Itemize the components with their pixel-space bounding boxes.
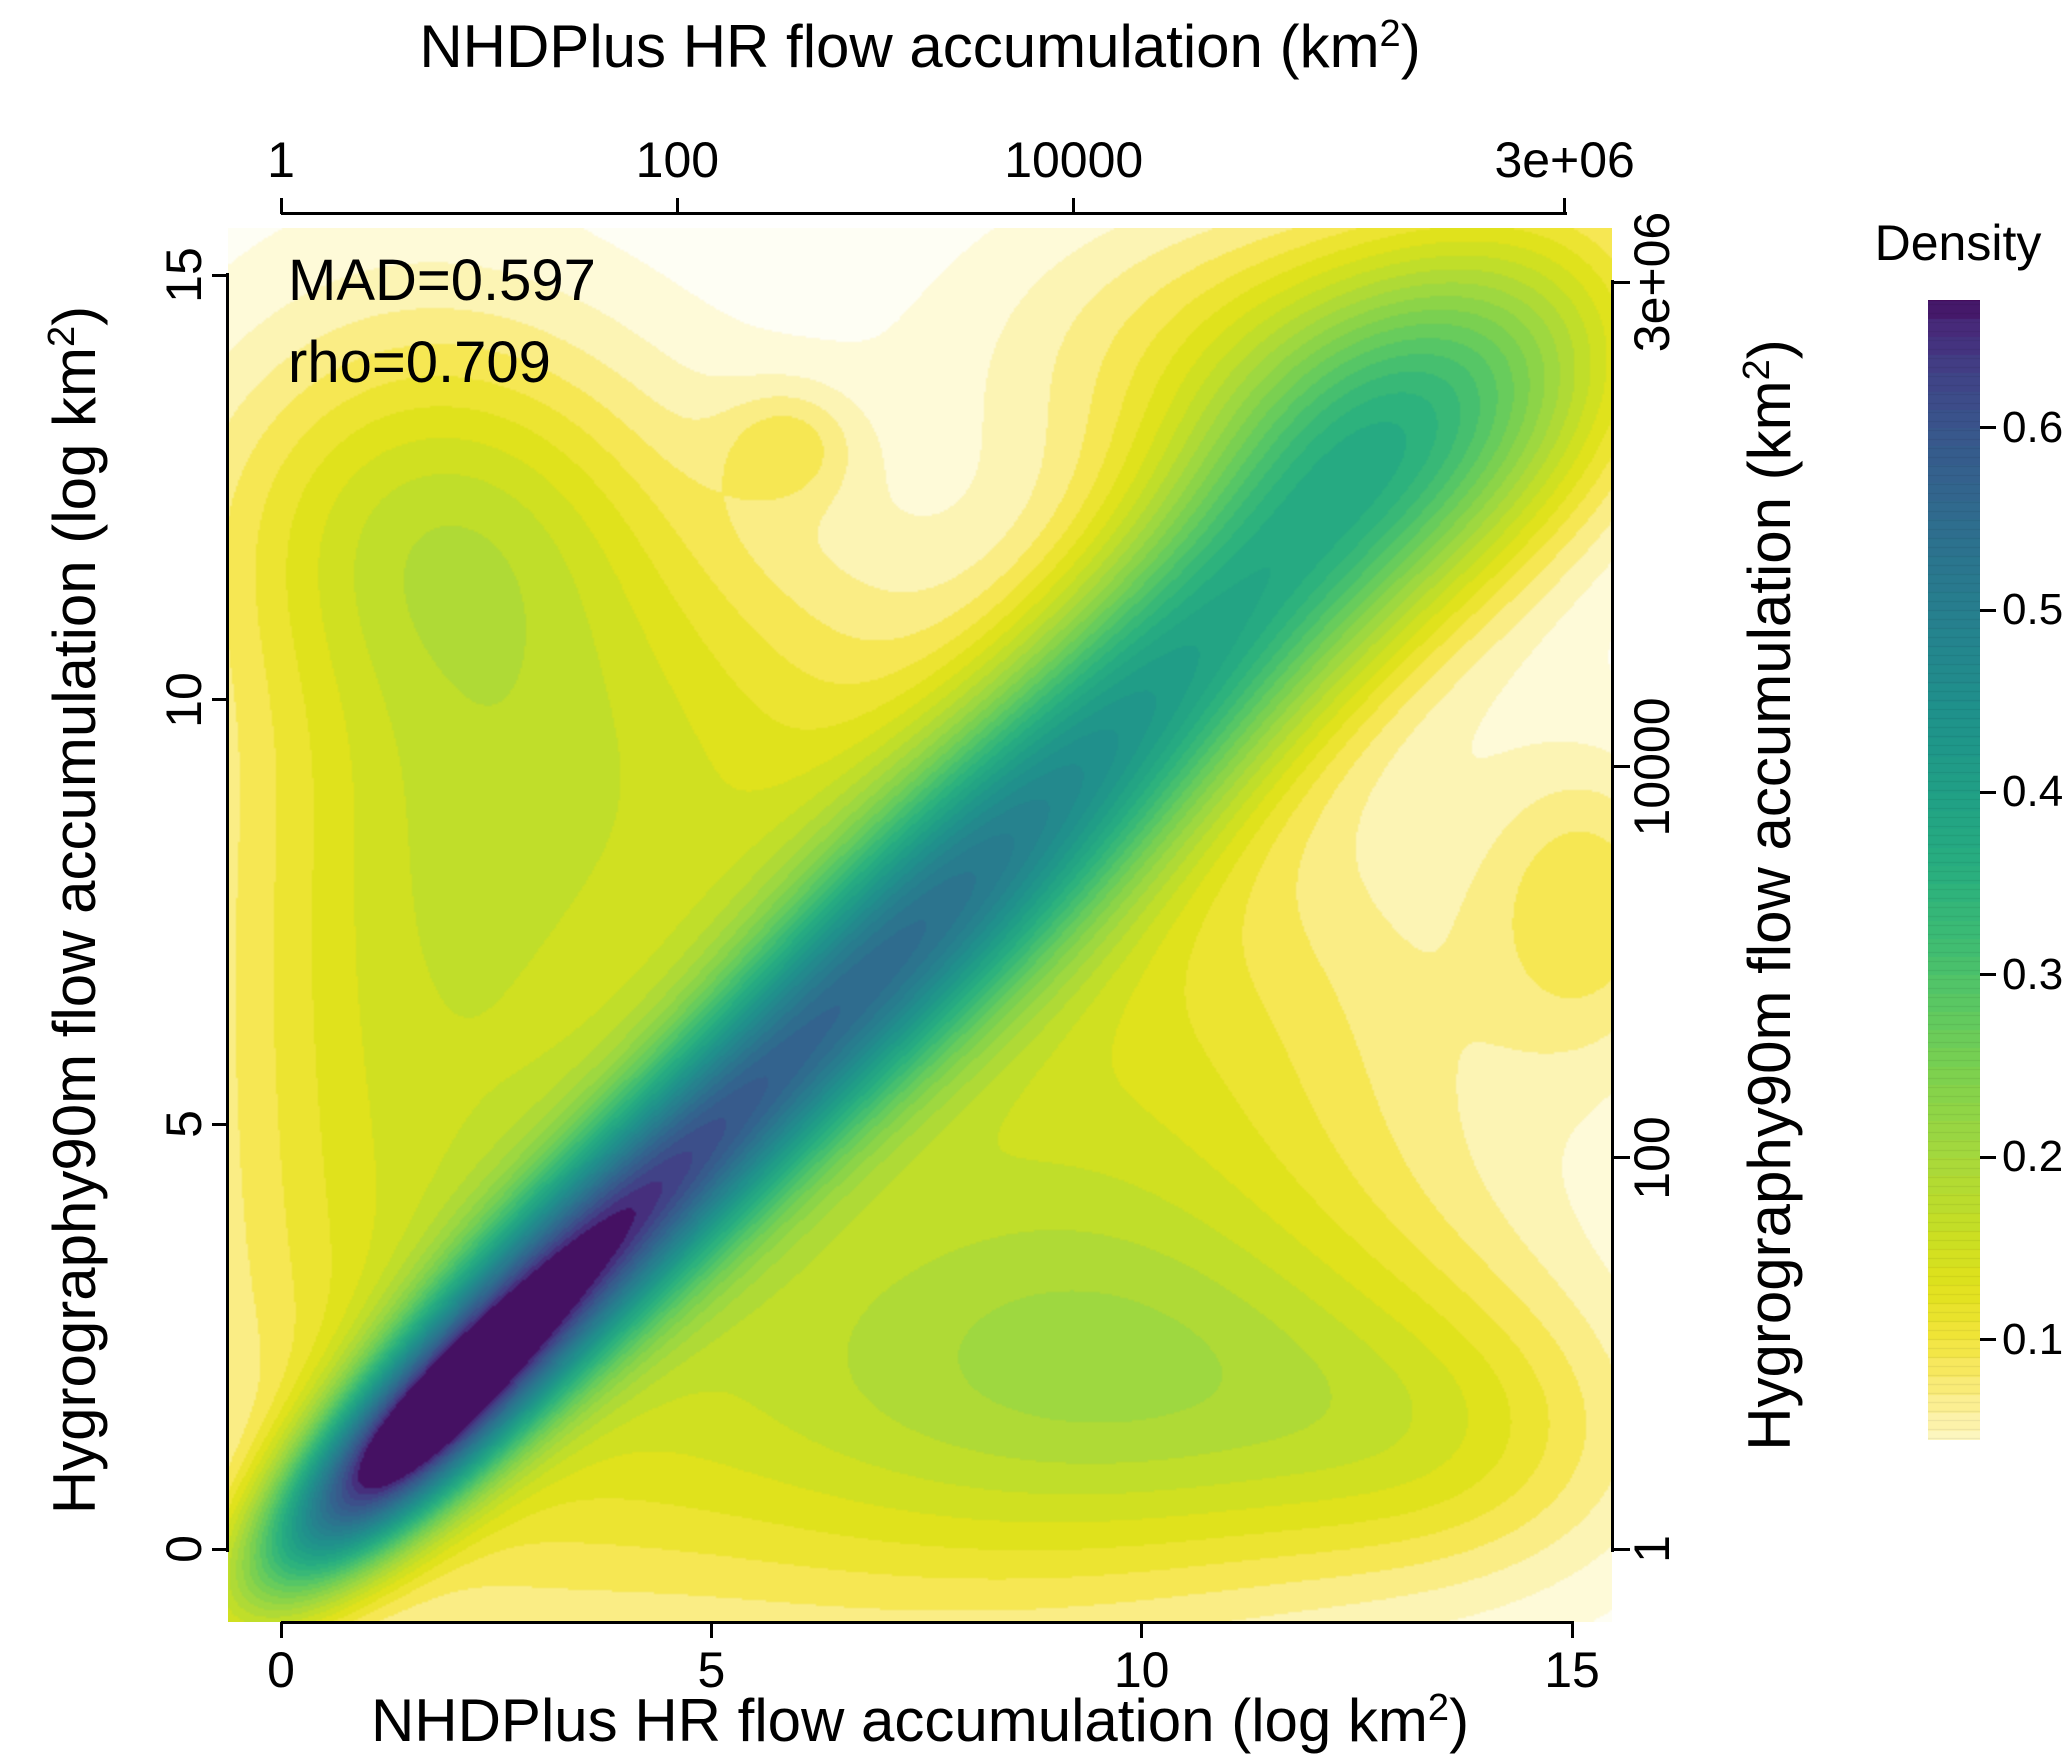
- legend-tick: [1980, 1155, 1996, 1159]
- legend-tick-label: 0.6: [2002, 402, 2064, 452]
- right-axis-tick-label: 100: [1624, 1116, 1680, 1200]
- top-axis-tick: [1072, 198, 1076, 214]
- left-axis-tick-label: 15: [156, 247, 212, 303]
- bottom-axis-title-text: NHDPlus HR flow accumulation (log km: [370, 1687, 1428, 1754]
- bottom-axis-tick-label: 5: [697, 1642, 726, 1698]
- right-axis-title-sup: 2: [1736, 359, 1778, 381]
- colorbar-gradient: [1928, 300, 1980, 1440]
- top-axis-line: [281, 212, 1567, 215]
- right-axis-tick: [1614, 280, 1630, 284]
- bottom-axis-line: [281, 1621, 1574, 1624]
- left-axis-title-close: ): [41, 305, 108, 326]
- left-axis-tick: [212, 1122, 228, 1126]
- right-axis-tick: [1614, 765, 1630, 769]
- bottom-axis-tick: [1140, 1622, 1144, 1638]
- legend-tick-label: 0.2: [2002, 1132, 2064, 1182]
- bottom-axis-title-close: ): [1449, 1687, 1470, 1754]
- legend-tick: [1980, 426, 1996, 430]
- top-axis-title-sup: 2: [1379, 13, 1401, 55]
- left-axis-title: Hygrography90m flow accumulation (log km…: [24, 220, 108, 1600]
- bottom-axis-title-sup: 2: [1427, 1687, 1450, 1729]
- bottom-axis-tick: [279, 1622, 283, 1638]
- legend-tick: [1980, 1338, 1996, 1342]
- mad-value: MAD=0.597: [288, 248, 596, 313]
- top-axis-tick-label: 3e+06: [1494, 132, 1635, 188]
- top-axis-tick: [279, 198, 283, 214]
- left-axis-title-text: Hygrography90m flow accumulation (log km: [41, 346, 108, 1515]
- legend-tick: [1980, 790, 1996, 794]
- left-axis-tick-label: 5: [156, 1110, 212, 1139]
- bottom-axis-tick: [1570, 1622, 1574, 1638]
- top-axis-tick-label: 10000: [1004, 132, 1144, 188]
- bottom-axis-tick-label: 15: [1544, 1642, 1600, 1698]
- legend-tick-label: 0.5: [2002, 585, 2064, 635]
- top-axis-tick-label: 1: [267, 132, 295, 188]
- right-axis-title-close: ): [1736, 339, 1803, 360]
- right-axis-line: [1611, 280, 1614, 1552]
- legend-tick-label: 0.1: [2002, 1314, 2064, 1364]
- right-axis-tick: [1614, 1156, 1630, 1160]
- bottom-axis-title: NHDPlus HR flow accumulation (log km2): [228, 1686, 1612, 1755]
- right-axis-title: Hygrography90m flow accumulation (km2): [1719, 205, 1803, 1585]
- bottom-axis-tick-label: 0: [267, 1642, 295, 1698]
- left-axis-tick: [212, 273, 228, 277]
- left-axis-title-sup: 2: [41, 325, 83, 347]
- right-axis-tick-label: 1: [1624, 1535, 1680, 1563]
- rho-value: rho=0.709: [288, 330, 551, 396]
- top-axis-tick-label: 100: [635, 132, 720, 188]
- top-axis-title-text: NHDPlus HR flow accumulation (km: [419, 13, 1380, 80]
- right-axis-tick: [1614, 1547, 1630, 1551]
- left-axis-tick: [212, 698, 228, 702]
- bottom-axis-tick-label: 10: [1113, 1642, 1170, 1698]
- legend-tick: [1980, 608, 1996, 612]
- density-plot-canvas: [228, 228, 1612, 1622]
- right-axis-tick-label: 3e+06: [1624, 212, 1680, 353]
- bottom-axis-tick: [709, 1622, 713, 1638]
- legend-tick-label: 0.3: [2002, 949, 2064, 999]
- top-axis-title-close: ): [1400, 13, 1421, 80]
- left-axis-tick-label: 0: [156, 1535, 212, 1563]
- top-axis-tick: [675, 198, 679, 214]
- legend-tick-label: 0.4: [2002, 767, 2064, 817]
- left-axis-tick-label: 10: [156, 671, 212, 728]
- right-axis-title-text: Hygrography90m flow accumulation (km: [1736, 380, 1803, 1451]
- legend-title: Density: [1874, 215, 2042, 271]
- left-axis-tick: [212, 1547, 228, 1551]
- top-axis-tick: [1563, 198, 1567, 214]
- top-axis-title: NHDPlus HR flow accumulation (km2): [228, 12, 1612, 81]
- legend-tick: [1980, 973, 1996, 977]
- stats-annotation: MAD=0.597 rho=0.709: [288, 240, 596, 405]
- left-axis-line: [226, 273, 229, 1552]
- right-axis-tick-label: 10000: [1624, 697, 1680, 837]
